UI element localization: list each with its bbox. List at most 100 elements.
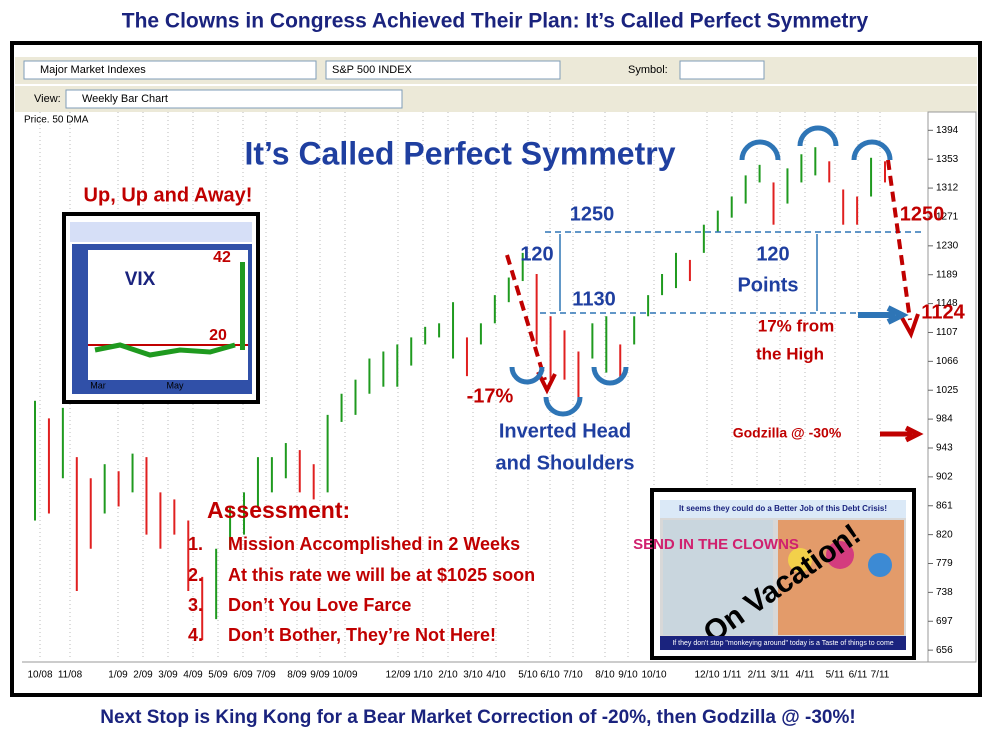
x-tick-label: 5/09 bbox=[208, 670, 228, 681]
annotation: the High bbox=[756, 344, 824, 363]
chart-title: It’s Called Perfect Symmetry bbox=[245, 135, 676, 171]
x-tick-label: 10/10 bbox=[641, 670, 666, 681]
x-tick-label: 9/10 bbox=[618, 670, 638, 681]
inset-label: 42 bbox=[213, 249, 231, 266]
x-tick-label: 3/09 bbox=[158, 670, 178, 681]
poster-text: SEND IN THE CLOWNS bbox=[633, 536, 799, 553]
poster bbox=[663, 520, 773, 635]
annotation: 1250 bbox=[900, 203, 945, 225]
item-text: Mission Accomplished in 2 Weeks bbox=[228, 534, 520, 554]
inset-label: 20 bbox=[209, 327, 227, 344]
clowns-inset: It seems they could do a Better Job of t… bbox=[633, 488, 916, 660]
legend-text: Price. 50 DMA bbox=[24, 115, 89, 126]
y-tick-label: 656 bbox=[936, 645, 953, 656]
annotation: Up, Up and Away! bbox=[84, 184, 253, 206]
y-tick-label: 738 bbox=[936, 587, 953, 598]
annotation: Points bbox=[737, 274, 798, 296]
y-tick-label: 861 bbox=[936, 500, 953, 511]
dropdown-text: Weekly Bar Chart bbox=[82, 93, 168, 105]
item-number: 1. bbox=[188, 534, 203, 554]
label: Symbol: bbox=[628, 64, 668, 76]
y-tick-label: 1066 bbox=[936, 356, 959, 367]
item-text: At this rate we will be at $1025 soon bbox=[228, 565, 535, 585]
inset-spike bbox=[240, 262, 245, 350]
x-tick-label: 12/10 bbox=[694, 670, 719, 681]
annotation: and Shoulders bbox=[496, 452, 635, 474]
item-number: 3. bbox=[188, 595, 203, 615]
inset-month: May bbox=[166, 380, 184, 390]
assessment: Assessment: 1. Mission Accomplished in 2… bbox=[188, 497, 535, 645]
y-tick-label: 779 bbox=[936, 558, 953, 569]
page-title: The Clowns in Congress Achieved Their Pl… bbox=[122, 10, 869, 33]
assessment-title: Assessment: bbox=[207, 497, 350, 523]
y-tick-label: 697 bbox=[936, 616, 953, 627]
inset-title: VIX bbox=[125, 269, 156, 290]
annotation: Godzilla @ -30% bbox=[733, 425, 842, 441]
x-tick-label: 2/11 bbox=[748, 670, 767, 681]
x-tick-label: 1/09 bbox=[108, 670, 128, 681]
x-tick-label: 2/09 bbox=[133, 670, 153, 681]
annotation: 17% from bbox=[758, 316, 835, 335]
item-text: Don’t Bother, They’re Not Here! bbox=[228, 625, 496, 645]
dropdown[interactable] bbox=[325, 60, 561, 80]
vix-inset: VIX 42 20 Mar May bbox=[62, 212, 260, 404]
y-tick-label: 902 bbox=[936, 472, 953, 483]
item-number: 4. bbox=[188, 625, 203, 645]
y-tick-label: 1353 bbox=[936, 154, 959, 165]
shoulder-arc bbox=[509, 366, 629, 417]
dropdown[interactable] bbox=[65, 89, 403, 109]
arrow-head bbox=[536, 371, 557, 395]
arrow-head bbox=[899, 313, 920, 339]
inset-month: Mar bbox=[90, 380, 106, 390]
inset-footer bbox=[660, 636, 906, 650]
annotation: 120 bbox=[520, 243, 553, 265]
x-tick-label: 4/10 bbox=[486, 670, 506, 681]
arrow bbox=[858, 305, 909, 325]
inset-text: If they don't stop "monkeying around" to… bbox=[672, 640, 893, 647]
y-tick-label: 1312 bbox=[936, 183, 959, 194]
y-tick-label: 943 bbox=[936, 443, 953, 454]
inset-bars bbox=[94, 342, 236, 358]
inset-banner bbox=[660, 500, 906, 518]
dropdown-text: S&P 500 INDEX bbox=[332, 64, 413, 76]
y-tick-label: 820 bbox=[936, 529, 953, 540]
x-tick-label: 2/10 bbox=[438, 670, 458, 681]
item-text: Don’t You Love Farce bbox=[228, 595, 411, 615]
clown bbox=[788, 548, 812, 572]
x-tick-label: 8/09 bbox=[287, 670, 307, 681]
y-tick-label: 1107 bbox=[936, 327, 958, 338]
item-number: 2. bbox=[188, 565, 203, 585]
y-tick-label: 1271 bbox=[936, 212, 959, 223]
x-tick-label: 1/10 bbox=[413, 670, 433, 681]
y-tick-label: 1230 bbox=[936, 240, 959, 251]
x-tick-label: 11/08 bbox=[58, 670, 83, 681]
label: View: bbox=[34, 93, 61, 105]
annotation: -17% bbox=[467, 385, 514, 407]
dashed-arrow bbox=[505, 254, 547, 381]
x-tick-label: 7/09 bbox=[256, 670, 276, 681]
annotation-shapes bbox=[505, 125, 925, 443]
x-tick-label: 5/10 bbox=[518, 670, 538, 681]
x-tick-label: 4/11 bbox=[796, 670, 815, 681]
clown bbox=[826, 541, 854, 569]
x-tick-label: 9/09 bbox=[310, 670, 330, 681]
symbol-input[interactable] bbox=[679, 60, 765, 80]
x-tick-label: 4/09 bbox=[183, 670, 203, 681]
annotation: 1124 bbox=[921, 301, 965, 323]
arrow bbox=[880, 425, 924, 443]
dropdown[interactable] bbox=[23, 60, 317, 80]
inset-text: It seems they could do a Better Job of t… bbox=[679, 504, 887, 513]
x-tick-label: 3/11 bbox=[771, 670, 790, 681]
x-tick-label: 7/11 bbox=[871, 670, 890, 681]
x-tick-label: 6/11 bbox=[849, 670, 868, 681]
x-tick-label: 6/09 bbox=[233, 670, 253, 681]
dropdown-text: Major Market Indexes bbox=[40, 64, 146, 76]
y-tick-label: 1394 bbox=[936, 125, 959, 136]
y-tick-label: 984 bbox=[936, 414, 953, 425]
annotation: 1130 bbox=[572, 288, 615, 310]
shoulder-arc bbox=[739, 125, 893, 161]
y-tick-label: 1025 bbox=[936, 385, 959, 396]
y-tick-label: 1189 bbox=[936, 269, 958, 280]
inset-toolbar bbox=[70, 222, 252, 242]
